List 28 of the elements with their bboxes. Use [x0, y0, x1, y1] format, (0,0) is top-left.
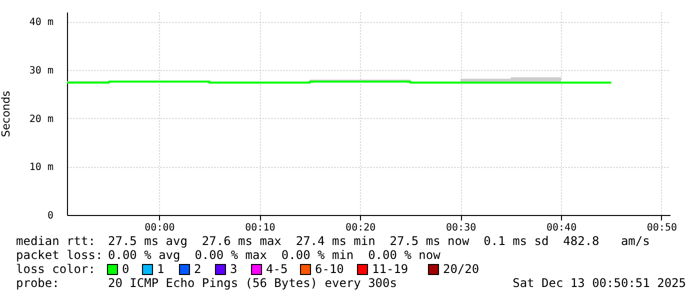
x-tick-label: 00:30 [446, 222, 476, 234]
text: 1 [157, 262, 164, 276]
text: Sat Dec 13 00:50:51 2025 [512, 276, 686, 290]
text: 6-10 [315, 262, 344, 276]
text: 20 ICMP Echo Pings (56 Bytes) every 300s [108, 276, 397, 290]
y-axis-title: Seconds [0, 90, 12, 138]
y-tick-label: 30 m [29, 66, 54, 76]
text: 4-5 [266, 262, 288, 276]
text: 3 [230, 262, 238, 276]
text: probe: [16, 276, 60, 290]
x-tick-label: 00:00 [144, 222, 175, 234]
x-tick-label: 00:40 [546, 222, 577, 234]
text: 2 [194, 262, 202, 276]
y-tick-label: 0 [47, 210, 54, 222]
text: 11-19 [372, 262, 408, 276]
text: 20/20 [443, 262, 480, 276]
text: 0 [122, 262, 130, 276]
x-tick-label: 00:20 [346, 222, 376, 234]
text: loss color: [16, 262, 96, 276]
y-tick-label: 10 m [29, 162, 54, 174]
text: 27.5 ms avg 27.6 ms max 27.4 ms min 27.5 ms now 0.1 ms sd 482.8 am/s [108, 234, 650, 248]
y-tick-label: 20 m [29, 114, 54, 125]
text: packet loss: [16, 248, 103, 262]
text: 0.00 % avg 0.00 % max 0.00 % min 0.00 % now [108, 248, 440, 262]
x-tick-label: 00:10 [245, 222, 276, 234]
x-tick-label: 00:50 [646, 222, 677, 234]
y-tick-label: 40 m [29, 17, 54, 28]
text: median rtt: [16, 234, 96, 248]
